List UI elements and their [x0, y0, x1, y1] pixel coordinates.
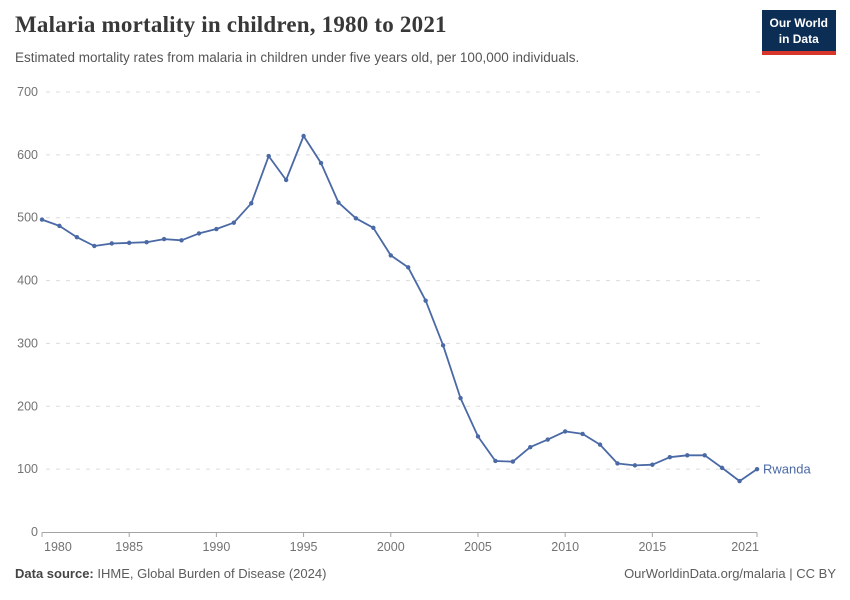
- data-point-2007[interactable]: [510, 459, 516, 464]
- data-point-1989[interactable]: [196, 231, 202, 236]
- data-point-2006[interactable]: [493, 458, 498, 464]
- x-axis-label-2000: 2000: [377, 540, 405, 554]
- data-point-2015[interactable]: [650, 462, 655, 467]
- page-title: Malaria mortality in children, 1980 to 2…: [15, 12, 447, 37]
- data-point-1988[interactable]: [179, 238, 184, 243]
- data-point-1985[interactable]: [126, 240, 132, 246]
- y-axis-label-500: 500: [17, 211, 38, 225]
- credit-line[interactable]: OurWorldinData.org/malaria | CC BY: [624, 566, 836, 581]
- y-axis-label-600: 600: [17, 148, 38, 162]
- chart-subtitle: Estimated mortality rates from malaria i…: [15, 50, 580, 65]
- data-point-2002[interactable]: [423, 298, 428, 303]
- data-point-1987[interactable]: [161, 236, 167, 242]
- data-point-1982[interactable]: [74, 235, 80, 240]
- data-point-1990[interactable]: [214, 226, 219, 232]
- chart-footer: Data source: IHME, Global Burden of Dise…: [15, 566, 836, 581]
- data-point-2005[interactable]: [475, 434, 481, 439]
- data-point-1999[interactable]: [371, 225, 376, 230]
- x-axis-label-2010: 2010: [551, 540, 579, 554]
- data-point-2009[interactable]: [545, 437, 550, 442]
- y-axis-label-300: 300: [17, 336, 38, 350]
- data-point-1998[interactable]: [353, 216, 359, 221]
- x-axis-label-2005: 2005: [464, 540, 492, 554]
- data-point-1994[interactable]: [283, 177, 289, 183]
- owid-logo-line2: in Data: [778, 31, 819, 46]
- owid-logo[interactable]: Our World in Data: [761, 10, 836, 56]
- series-label-rwanda[interactable]: Rwanda: [763, 462, 811, 477]
- data-point-1992[interactable]: [249, 201, 254, 206]
- data-point-1993[interactable]: [266, 153, 271, 159]
- data-point-2001[interactable]: [406, 265, 411, 270]
- data-point-2011[interactable]: [580, 431, 585, 437]
- data-point-2008[interactable]: [528, 444, 533, 450]
- data-point-1996[interactable]: [318, 160, 324, 166]
- data-point-1995[interactable]: [301, 133, 306, 139]
- x-axis-label-2021: 2021: [731, 540, 759, 554]
- data-source: Data source: IHME, Global Burden of Dise…: [15, 566, 326, 581]
- data-point-1997[interactable]: [336, 200, 341, 205]
- y-axis-label-100: 100: [17, 462, 38, 476]
- data-point-2021[interactable]: [754, 466, 760, 472]
- data-point-2004[interactable]: [458, 395, 463, 401]
- data-point-1980[interactable]: [39, 217, 45, 222]
- data-source-label: Data source:: [15, 566, 94, 581]
- data-source-text: IHME, Global Burden of Disease (2024): [93, 566, 327, 581]
- data-point-2012[interactable]: [597, 442, 603, 447]
- y-axis-label-200: 200: [17, 399, 38, 413]
- y-axis-label-0: 0: [31, 525, 38, 539]
- y-axis-label-700: 700: [17, 85, 38, 99]
- x-axis-label-1995: 1995: [290, 540, 318, 554]
- data-point-1986[interactable]: [144, 240, 149, 245]
- series-line-rwanda[interactable]: [41, 135, 758, 483]
- data-point-2013[interactable]: [615, 461, 620, 466]
- data-point-2010[interactable]: [562, 429, 568, 434]
- data-point-2017[interactable]: [685, 453, 690, 458]
- x-axis-label-1990: 1990: [202, 540, 230, 554]
- data-point-1981[interactable]: [57, 223, 62, 229]
- data-point-2020[interactable]: [737, 478, 742, 484]
- x-axis-label-2015: 2015: [638, 540, 666, 554]
- data-point-2000[interactable]: [388, 253, 393, 258]
- data-point-2014[interactable]: [632, 463, 638, 468]
- data-point-1991[interactable]: [231, 220, 237, 225]
- data-point-2018[interactable]: [702, 453, 707, 458]
- x-axis-label-1985: 1985: [115, 540, 143, 554]
- data-point-1984[interactable]: [109, 241, 114, 246]
- data-point-2003[interactable]: [440, 343, 446, 348]
- data-point-2016[interactable]: [667, 455, 673, 460]
- x-axis-label-1980: 1980: [44, 540, 72, 554]
- y-axis-label-400: 400: [17, 274, 38, 288]
- owid-logo-line1: Our World: [769, 16, 828, 30]
- data-point-1983[interactable]: [92, 243, 97, 249]
- data-point-2019[interactable]: [719, 465, 725, 471]
